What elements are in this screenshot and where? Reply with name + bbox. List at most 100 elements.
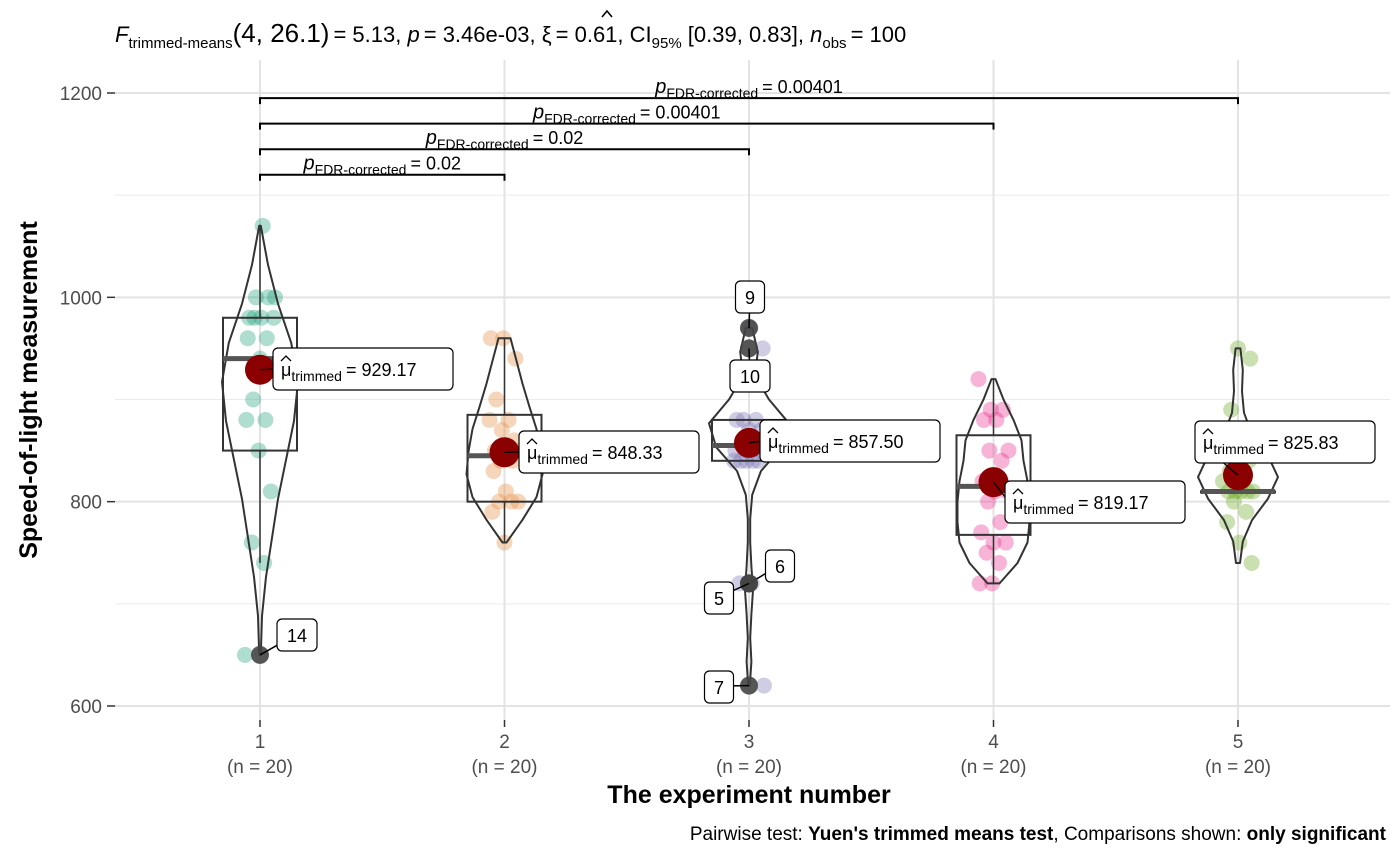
mean-hat-mark xyxy=(767,427,779,434)
x-tick-n-label: (n = 20) xyxy=(960,757,1026,778)
data-point xyxy=(1223,401,1240,418)
data-point xyxy=(243,534,260,551)
mean-label-box xyxy=(1194,420,1376,464)
y-tick-label: 600 xyxy=(70,697,102,718)
data-point xyxy=(1243,554,1260,571)
data-point xyxy=(500,411,517,428)
outlier-label: 9 xyxy=(745,288,755,308)
data-point xyxy=(258,330,275,347)
outlier-label: 14 xyxy=(287,626,307,646)
y-tick-label: 800 xyxy=(70,493,102,514)
outlier-label-box xyxy=(729,359,771,393)
comparison-label: pFDR-corrected = 0.00401 xyxy=(532,102,721,127)
data-point xyxy=(247,289,264,306)
data-point xyxy=(1238,503,1255,520)
x-tick-label: 5 xyxy=(1233,732,1244,753)
outlier-label-box xyxy=(734,280,766,314)
data-point xyxy=(973,524,990,541)
data-point xyxy=(988,411,1005,428)
data-point xyxy=(978,544,995,561)
means-layer: μtrimmed = 929.17 μtrimmed = 848.33 μtrimmed… xyxy=(245,347,1376,524)
comparison-label: pFDR-corrected = 0.00401 xyxy=(654,76,843,101)
outlier-label: 7 xyxy=(714,678,724,698)
y-tick-label: 1000 xyxy=(60,288,102,309)
data-point xyxy=(1000,442,1017,459)
mean-label-box xyxy=(272,347,454,391)
xi-hat-mark xyxy=(601,9,613,18)
data-point xyxy=(756,677,772,694)
mean-label: μtrimmed = 819.17 xyxy=(1013,493,1149,517)
mean-label: μtrimmed = 857.50 xyxy=(768,432,904,456)
y-axis-title: Speed-of-light measurement xyxy=(15,221,43,559)
data-point xyxy=(970,371,987,388)
x-tick-label: 4 xyxy=(988,732,999,753)
data-point xyxy=(237,646,253,663)
mean-hat-mark xyxy=(1202,428,1214,435)
x-axis: 1 (n = 20) 2 (n = 20) 3 (n = 20) 4 (n = 20) 5 (n … xyxy=(227,720,1271,778)
caption: Pairwise test: Yuen's trimmed means test… xyxy=(690,824,1387,845)
mean-label: μtrimmed = 929.17 xyxy=(281,360,417,384)
data-point xyxy=(239,330,256,347)
outlier-label: 5 xyxy=(714,589,724,609)
chart-title: Ftrimmed-means(4, 26.1) = 5.13, p = 3.46e-… xyxy=(115,18,906,52)
comparison-bracket xyxy=(259,173,506,181)
outlier-label-box xyxy=(764,549,796,583)
mean-label: μtrimmed = 848.33 xyxy=(527,443,663,467)
violin-outline xyxy=(1197,347,1279,564)
data-point xyxy=(981,442,998,459)
data-point xyxy=(497,483,514,500)
comparison-bracket xyxy=(259,122,995,130)
x-tick-n-label: (n = 20) xyxy=(227,757,293,778)
outlier-label: 10 xyxy=(740,367,760,387)
data-point xyxy=(484,503,501,520)
data-point xyxy=(488,391,505,408)
mean-label: μtrimmed = 825.83 xyxy=(1203,433,1339,457)
x-tick-label: 3 xyxy=(744,732,755,753)
data-point xyxy=(481,411,498,428)
data-point xyxy=(245,391,262,408)
comparison-label: pFDR-corrected = 0.02 xyxy=(303,153,461,178)
data-point xyxy=(992,514,1009,531)
mean-hat-mark xyxy=(1012,488,1024,495)
data-point xyxy=(493,422,510,439)
data-point xyxy=(482,330,499,347)
y-axis: 600 800 1000 1200 xyxy=(60,84,115,718)
mean-hat-mark xyxy=(526,438,538,445)
x-tick-n-label: (n = 20) xyxy=(471,757,537,778)
data-point xyxy=(997,534,1014,551)
x-tick-label: 1 xyxy=(255,732,266,753)
data-point xyxy=(260,289,277,306)
x-tick-n-label: (n = 20) xyxy=(1205,757,1271,778)
mean-hat-mark xyxy=(280,355,292,362)
data-point xyxy=(990,554,1007,571)
y-tick-label: 1200 xyxy=(60,84,102,105)
x-tick-n-label: (n = 20) xyxy=(716,757,782,778)
data-point xyxy=(982,401,999,418)
mean-label-box xyxy=(1004,480,1186,524)
violin-outline xyxy=(221,224,299,656)
data-point xyxy=(267,289,283,306)
data-point xyxy=(485,463,502,480)
mean-label-box xyxy=(518,430,700,474)
x-axis-title: The experiment number xyxy=(607,781,891,809)
data-point xyxy=(1225,493,1242,510)
outlier-label-box xyxy=(703,670,735,704)
comparison-label: pFDR-corrected = 0.02 xyxy=(425,127,583,152)
outlier-label-box xyxy=(703,581,735,615)
data-point xyxy=(257,411,274,428)
data-point xyxy=(975,411,992,428)
outliers-layer: 14 9 10 6 5 7 xyxy=(251,280,796,704)
mean-label-box xyxy=(759,419,941,463)
data-point xyxy=(262,483,279,500)
data-point xyxy=(993,452,1010,469)
data-point xyxy=(1242,350,1259,367)
outlier-label-box xyxy=(276,618,318,652)
outlier-label: 6 xyxy=(775,557,785,577)
data-point xyxy=(971,575,988,592)
comparison-bracket xyxy=(259,97,1239,105)
data-point xyxy=(980,493,997,510)
comparison-bracket xyxy=(259,148,750,156)
